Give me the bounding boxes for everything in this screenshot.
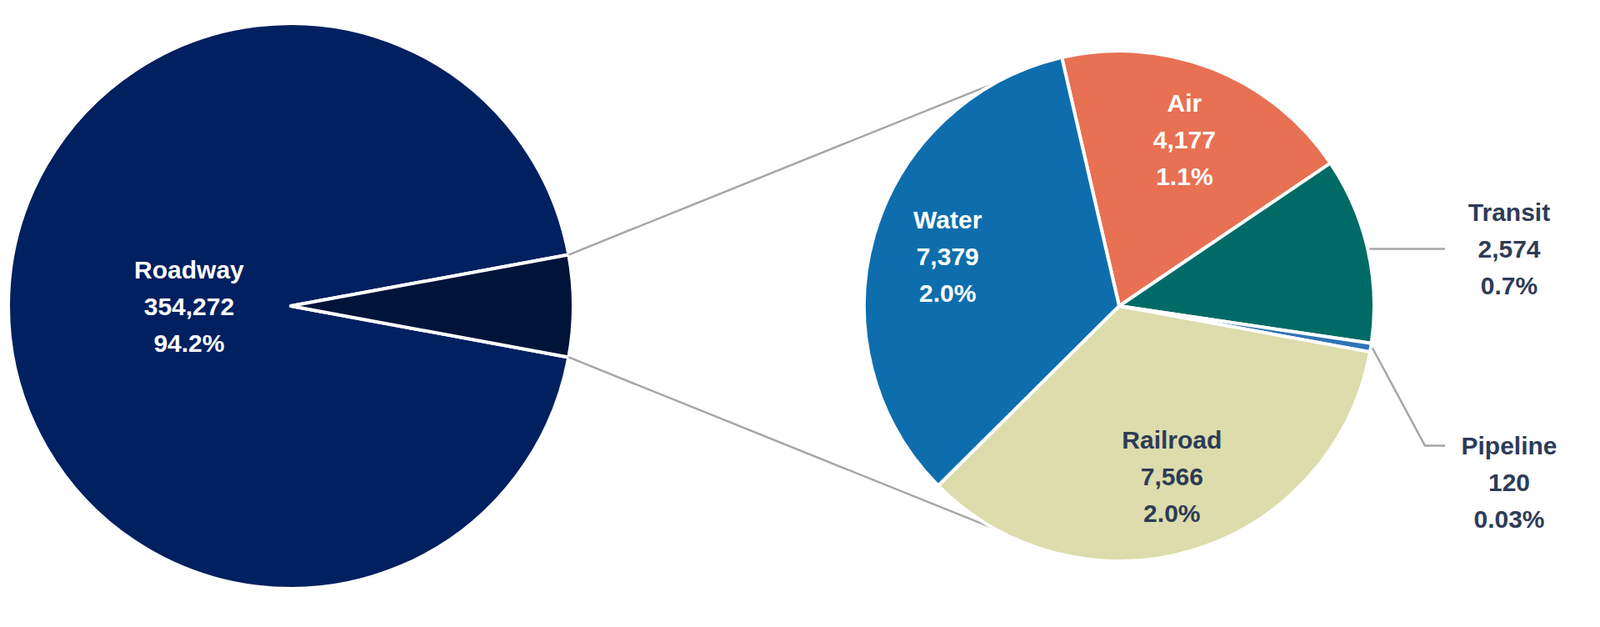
slice-label: 0.7% (1480, 271, 1538, 300)
secondary-pie (864, 50, 1375, 561)
slice-label: Air (1167, 89, 1203, 117)
labels: Roadway 354,272 94.2% Air 4,177 1.1% Transit 2,… (134, 89, 1557, 533)
slice-label: 1.1% (1155, 162, 1213, 190)
pie-slice (864, 57, 1120, 486)
slice-label: 120 (1488, 468, 1530, 496)
slice-label: 7,566 (1140, 462, 1204, 490)
slice-label: 94.2% (153, 329, 225, 357)
slice-label: Roadway (134, 255, 245, 284)
leader-line (1372, 347, 1445, 445)
leader-line (1369, 247, 1445, 250)
slice-label: 354,272 (144, 292, 235, 320)
slice-label: Transit (1468, 198, 1550, 226)
pie-slice (290, 255, 574, 358)
slice-label: 2.0% (1143, 499, 1200, 527)
main-pie (8, 23, 574, 589)
slice-label: Railroad (1121, 425, 1222, 454)
slice-label: 0.03% (1473, 505, 1545, 533)
slice-label: 7,379 (916, 242, 980, 270)
slice-label: 2.0% (919, 279, 976, 307)
chart-svg: Roadway 354,272 94.2% Air 4,177 1.1% Transit 2,… (0, 0, 1600, 627)
chart-container: Roadway 354,272 94.2% Air 4,177 1.1% Transit 2,… (0, 0, 1600, 627)
slice-label: 4,177 (1153, 125, 1216, 154)
slice-label: Pipeline (1460, 431, 1557, 460)
slice-label: Water (913, 205, 983, 234)
slice-label: 2,574 (1477, 235, 1540, 263)
